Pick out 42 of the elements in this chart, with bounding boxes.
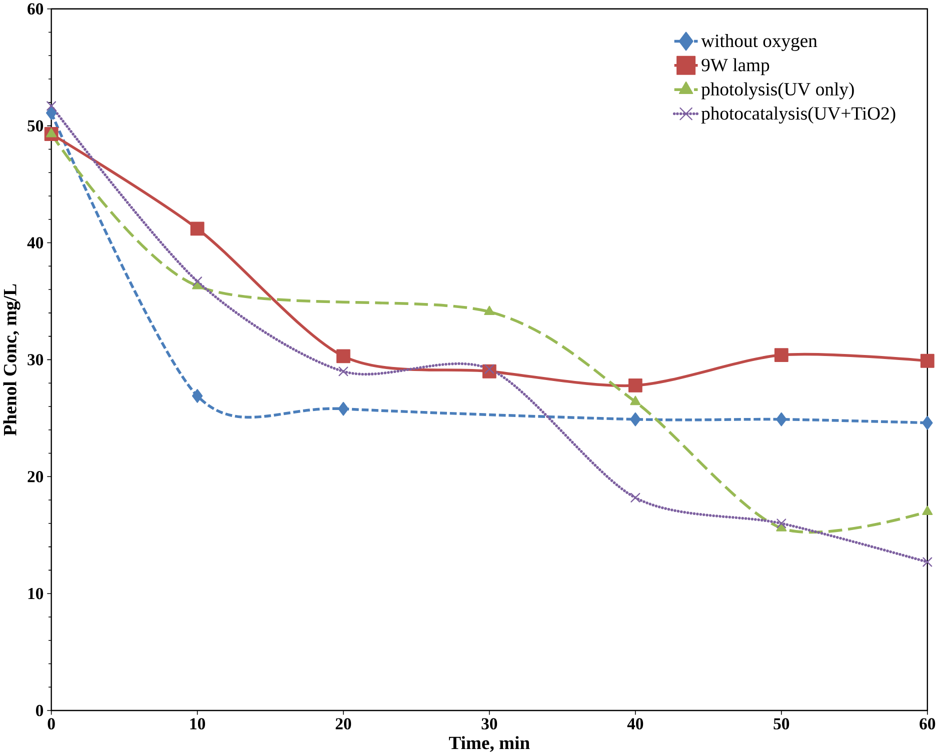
point	[190, 222, 204, 236]
x-tick-label: 60	[920, 718, 936, 730]
y-tick-label: 10	[28, 588, 44, 600]
x-tick-label: 10	[190, 718, 206, 730]
point	[338, 402, 349, 416]
point	[776, 412, 787, 426]
point	[484, 364, 494, 374]
x-tick-label: 50	[774, 718, 790, 730]
legend-label: photolysis(UV only)	[701, 82, 854, 100]
point	[774, 348, 788, 362]
x-tick-label: 0	[48, 718, 55, 730]
y-tick-label: 40	[27, 237, 44, 248]
point	[630, 396, 641, 405]
point	[630, 492, 640, 502]
point	[920, 354, 934, 368]
legend-label: without oxygen	[701, 34, 818, 51]
point	[922, 557, 932, 567]
point	[46, 101, 56, 111]
point	[776, 518, 786, 528]
x-tick-label: 30	[482, 718, 498, 730]
y-tick-label: 0	[36, 704, 44, 716]
y-tick-label: 20	[28, 470, 44, 482]
y-tick-label: 50	[28, 120, 44, 132]
x-tick-label: 40	[627, 718, 644, 730]
point	[922, 416, 933, 430]
point	[46, 128, 57, 138]
point	[192, 276, 202, 286]
legend-label: photocatalysis(UV+TiO2)	[701, 106, 896, 124]
point	[338, 366, 348, 376]
point	[336, 349, 350, 364]
legend-label: 9W lamp	[702, 58, 770, 76]
x-axis-title: Time, min	[448, 736, 530, 752]
y-tick-label: 30	[28, 354, 44, 366]
y-tick-label: 60	[28, 3, 44, 14]
point	[628, 378, 642, 392]
point	[484, 306, 495, 315]
point	[922, 506, 933, 515]
x-tick-label: 20	[336, 718, 352, 730]
point	[46, 106, 57, 120]
y-axis-title: Phenol Conc, mg/L	[3, 284, 20, 436]
point	[192, 388, 203, 403]
point	[630, 412, 641, 426]
